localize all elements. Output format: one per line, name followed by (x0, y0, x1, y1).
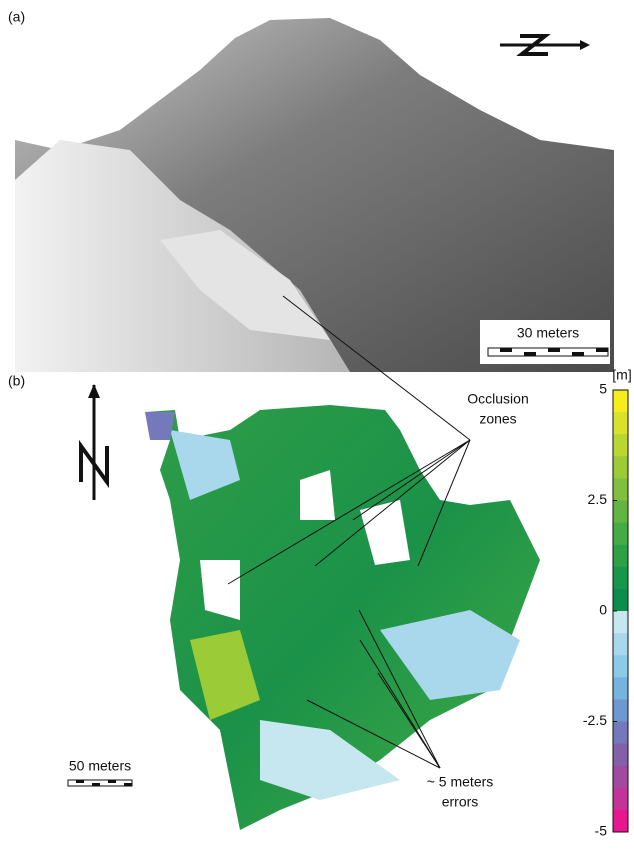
difference-map (145, 405, 540, 830)
colorbar-band (613, 390, 628, 413)
colorbar-band (613, 478, 628, 501)
colorbar-tick-label: 5 (599, 381, 607, 397)
annotation: Occlusion (467, 391, 528, 407)
colorbar-band (613, 766, 628, 789)
colorbar-unit: [m] (612, 367, 631, 383)
north-arrow-a (500, 36, 590, 54)
colorbar-band (613, 744, 628, 767)
colorbar-tick-label: 0 (599, 602, 607, 618)
colorbar-band (613, 545, 628, 568)
colorbar-band (613, 589, 628, 612)
panel-a-image (15, 18, 614, 372)
colorbar-band (613, 501, 628, 524)
annotation: errors (442, 794, 479, 810)
colorbar-band (613, 434, 628, 457)
colorbar-tick-label: 2.5 (588, 491, 608, 507)
figure: (a) 30 meters (b) Occlusionzones~ 5 (0, 0, 634, 846)
colorbar-band (613, 810, 628, 833)
scale-bar-label: 30 meters (517, 325, 579, 341)
annotation: zones (479, 411, 516, 427)
panel-label: (a) (8, 9, 25, 25)
annotation: ~ 5 meters (427, 774, 494, 790)
colorbar-band (613, 456, 628, 479)
colorbar-band (613, 567, 628, 590)
colorbar-band (613, 523, 628, 546)
colorbar-tick-label: -2.5 (583, 712, 607, 728)
scale-bar-label: 50 meters (69, 758, 131, 774)
colorbar-band (613, 412, 628, 435)
colorbar-band (613, 655, 628, 678)
colorbar-band (613, 788, 628, 811)
north-arrow-b (81, 384, 107, 500)
colorbar-tick-label: -5 (595, 823, 608, 839)
panel-label: (b) (8, 373, 25, 389)
scale-bar-b (68, 780, 132, 786)
colorbar-band (613, 722, 628, 745)
colorbar-band (613, 611, 628, 634)
colorbar-band (613, 677, 628, 700)
colorbar-band (613, 633, 628, 656)
colorbar-band (613, 699, 628, 722)
